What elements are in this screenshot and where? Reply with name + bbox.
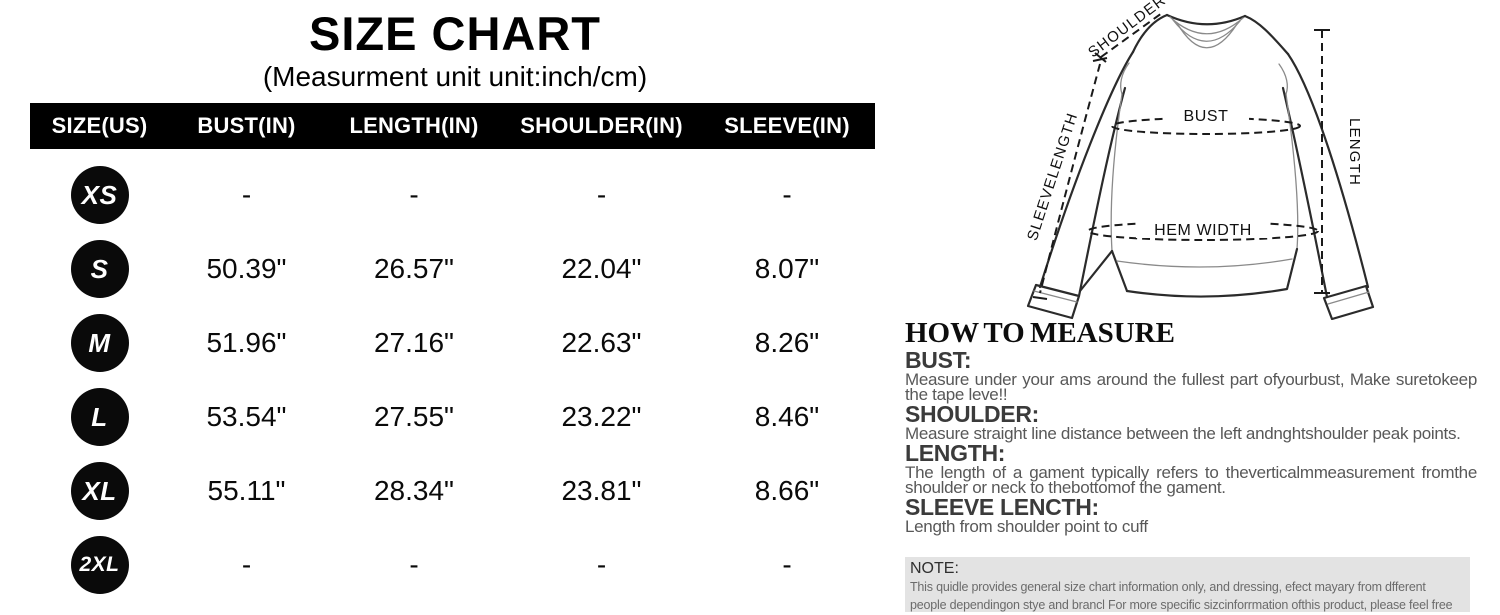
size-badge-s: S [70, 240, 129, 298]
bust-value: - [241, 549, 252, 580]
sleeve-value: 8.66" [754, 475, 820, 506]
page-title: SIZE CHART [309, 7, 601, 60]
measure-heading-length: LENGTH: [905, 440, 1006, 466]
how-to-measure-section: HOW TO MEASURE BUST: Measure under your … [905, 317, 1477, 536]
note-text: This quidle provides general size chart … [910, 580, 1453, 612]
column-header-bust: BUST(IN) [197, 113, 296, 138]
bust-value: 51.96" [206, 327, 287, 358]
sweatshirt-measurement-diagram: BUST HEM WIDTH LENGTH SHOULDER SLEEVELEN… [1024, 0, 1375, 320]
note-box: NOTE: This quidle provides general size … [905, 557, 1470, 612]
column-header-sleeve: SLEEVE(IN) [724, 113, 850, 138]
measure-text-sleeve-length: Length from shoulder point to cuff [905, 517, 1148, 536]
length-value: - [409, 179, 419, 210]
shoulder-value: 23.81" [561, 475, 642, 506]
shoulder-value: 22.04" [561, 253, 642, 284]
bust-value: 55.11" [207, 475, 286, 506]
measure-heading-sleeve-length: SLEEVE LENCTH: [905, 494, 1099, 520]
sleeve-value: - [782, 179, 792, 210]
table-row-2xl: 2XL - - - - [30, 528, 875, 602]
shoulder-value: - [596, 549, 607, 580]
measure-text-shoulder: Measure straight line distance between t… [905, 424, 1461, 443]
size-badge-l: L [70, 388, 129, 446]
table-row-xl: XL 55.11" 28.34" 23.81" 8.66" [30, 454, 875, 528]
shoulder-value: - [596, 179, 607, 210]
table-row-m: M 51.96" 27.16" 22.63" 8.26" [30, 306, 875, 380]
size-badge-m: M [70, 314, 129, 372]
bust-value: 53.54" [206, 401, 287, 432]
table-row-s: S 50.39" 26.57" 22.04" 8.07" [30, 232, 875, 306]
size-badge-2xl: 2XL [70, 536, 129, 594]
column-header-size: SIZE(US) [51, 113, 148, 138]
shoulder-value: 23.22" [561, 401, 642, 432]
sleeve-length-measure-line: SLEEVELENGTH [1024, 57, 1108, 300]
column-header-shoulder: SHOULDER(IN) [520, 113, 683, 138]
page-subtitle: (Measurment unit unit:inch/cm) [262, 61, 648, 92]
length-measure-line: LENGTH [1314, 29, 1363, 294]
sleeve-value: 8.26" [754, 327, 820, 358]
measure-heading-shoulder: SHOULDER: [905, 401, 1040, 427]
size-table-body: XS - - - - S 50.39" 26.57" 22.04" 8.07" … [30, 158, 875, 602]
sweatshirt-outline [1026, 13, 1375, 320]
size-badge-xs: XS [70, 166, 129, 224]
length-value: - [409, 549, 419, 580]
length-value: 27.16" [373, 327, 454, 358]
measure-text-bust: Measure under your ams around the fulles… [905, 370, 1477, 404]
bust-label: BUST [1183, 108, 1228, 125]
bust-value: - [241, 179, 252, 210]
hem-width-measure-line: HEM WIDTH [1087, 219, 1319, 241]
table-row-xs: XS - - - - [30, 158, 875, 232]
how-to-measure-title: HOW TO MEASURE [905, 317, 1175, 349]
column-header-length: LENGTH(IN) [349, 113, 479, 138]
shoulder-measure-line: SHOULDER [1085, 0, 1170, 63]
measure-heading-bust: BUST: [905, 347, 972, 373]
sleeve-value: 8.46" [754, 401, 820, 432]
shoulder-value: 22.63" [561, 327, 642, 358]
length-value: 28.34" [373, 475, 454, 506]
measure-text-length: The length of a gament typically refers … [905, 463, 1477, 497]
sleeve-length-label: SLEEVELENGTH [1024, 110, 1081, 242]
size-table-header: SIZE(US) BUST(IN) LENGTH(IN) SHOULDER(IN… [30, 103, 875, 149]
bust-measure-line: BUST [1111, 104, 1301, 135]
length-label: LENGTH [1346, 118, 1363, 186]
length-value: 27.55" [373, 401, 454, 432]
length-value: 26.57" [373, 253, 454, 284]
note-heading: NOTE: [910, 560, 959, 577]
bust-value: 50.39" [206, 253, 287, 284]
table-row-l: L 53.54" 27.55" 23.22" 8.46" [30, 380, 875, 454]
sleeve-value: 8.07" [754, 253, 820, 284]
sleeve-value: - [782, 549, 792, 580]
size-badge-xl: XL [70, 462, 129, 520]
hem-width-label: HEM WIDTH [1154, 222, 1252, 239]
shoulder-label: SHOULDER [1085, 0, 1169, 61]
